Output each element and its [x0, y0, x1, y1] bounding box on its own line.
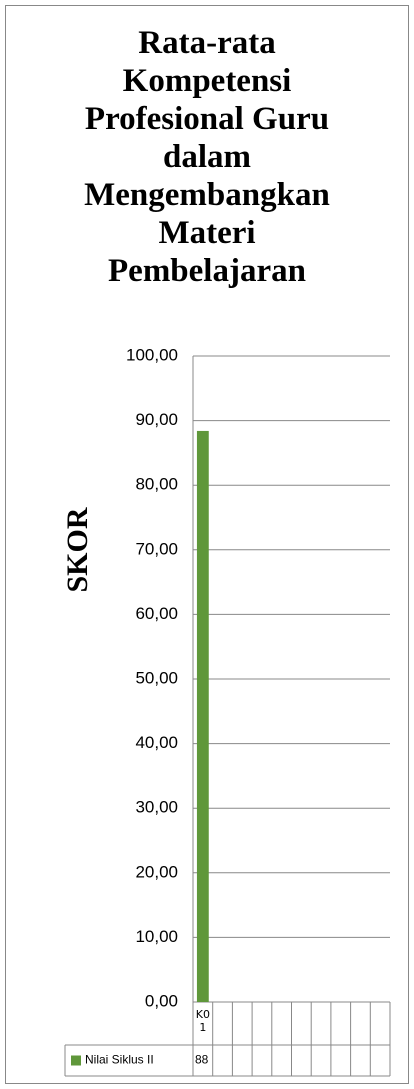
y-tick-label: 20,00 [135, 862, 178, 881]
y-tick-label: 10,00 [135, 927, 178, 946]
y-tick-label: 100,00 [126, 345, 178, 364]
x-tick-label-box: K01 [195, 1008, 210, 1034]
chart-title: Rata-rata Kompetensi Profesional Guru da… [84, 25, 330, 289]
legend-key [71, 1055, 81, 1066]
chart-border [5, 5, 409, 1084]
x-tick-label: K01 [195, 1008, 210, 1034]
y-axis-label: SKOR [61, 507, 94, 592]
y-tick-label: 40,00 [135, 733, 178, 752]
y-tick-label: 90,00 [135, 410, 178, 429]
data-label: 88 [195, 1053, 209, 1067]
y-tick-label: 30,00 [135, 798, 178, 817]
bar [196, 430, 209, 1002]
legend-label: Nilai Siklus II [85, 1053, 154, 1067]
y-tick-label: 50,00 [135, 668, 178, 687]
y-tick-label: 70,00 [135, 539, 178, 558]
y-tick-label: 0,00 [145, 991, 178, 1010]
y-tick-label: 80,00 [135, 475, 178, 494]
y-tick-label: 60,00 [135, 604, 178, 623]
